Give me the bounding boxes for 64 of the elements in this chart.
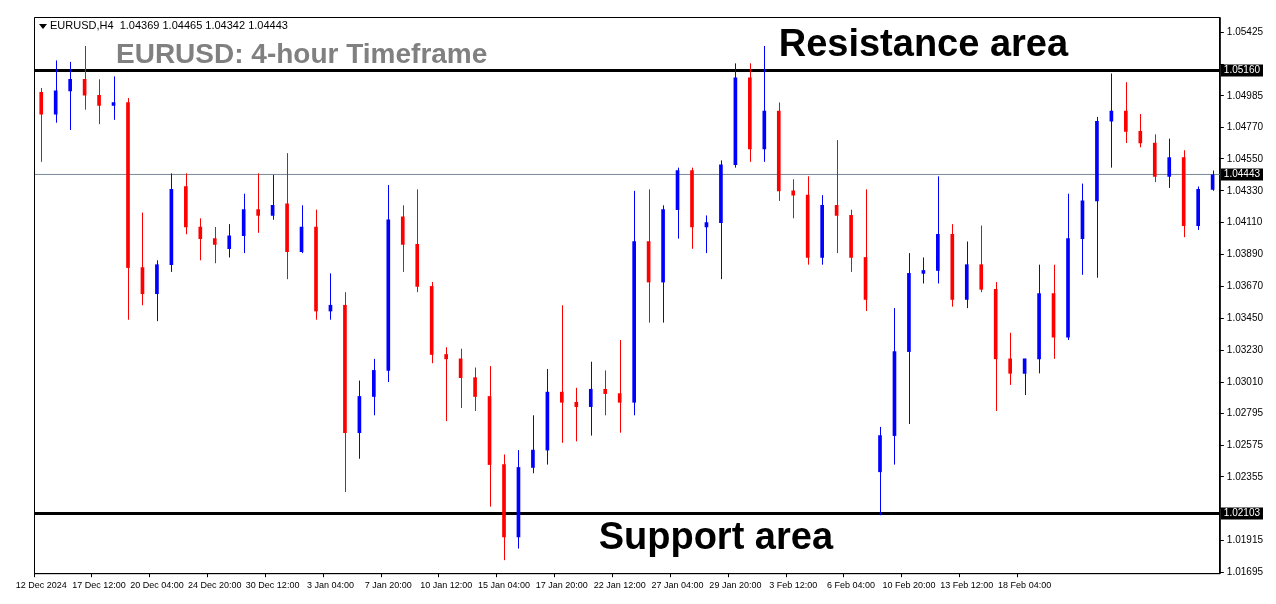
y-tick-label: 1.03670 [1226, 280, 1264, 292]
y-tick-label: 1.04330 [1226, 184, 1264, 196]
y-tick-label: 1.01695 [1226, 566, 1264, 578]
candlestick [617, 339, 622, 434]
x-tick-label: 10 Feb 20:00 [882, 580, 936, 591]
y-tick-label: 1.02355 [1226, 470, 1264, 482]
x-tick-label: 30 Dec 12:00 [245, 580, 300, 591]
x-tick-label: 10 Jan 12:00 [420, 580, 473, 591]
candlestick [111, 75, 116, 121]
x-tick-label: 20 Dec 04:00 [130, 580, 184, 591]
ref-line-label: 1.04443 [1223, 168, 1261, 180]
candlestick [198, 217, 203, 261]
candlestick [1124, 81, 1128, 144]
candlestick [588, 361, 593, 437]
candlestick [531, 414, 535, 474]
candlestick [97, 78, 101, 125]
y-tick-label: 1.04770 [1226, 120, 1264, 132]
y-tick-label: 1.02795 [1226, 406, 1264, 418]
x-tick-label: 6 Feb 04:00 [827, 580, 876, 591]
candlestick [560, 304, 564, 444]
x-tick-label: 12 Dec 2024 [15, 580, 67, 591]
y-tick-label: 1.03230 [1226, 343, 1264, 355]
x-tick-label: 17 Dec 12:00 [72, 580, 126, 591]
y-tick-label: 1.02575 [1226, 438, 1264, 450]
ref-line-label: 1.02103 [1223, 507, 1261, 519]
y-tick-label: 1.01915 [1226, 534, 1264, 546]
x-tick-label: 13 Feb 12:00 [940, 580, 994, 591]
candlestick [53, 59, 58, 124]
annotation: Support area [598, 514, 834, 557]
candlestick [1008, 332, 1012, 386]
y-tick-label: 1.03010 [1226, 375, 1264, 387]
x-tick-label: 29 Jan 20:00 [709, 580, 762, 591]
x-tick-label: 24 Dec 20:00 [188, 580, 242, 591]
x-tick-label: 7 Jan 20:00 [364, 580, 412, 591]
y-tick-label: 1.04110 [1226, 216, 1263, 228]
candlestick [574, 387, 579, 442]
candlestick [1138, 113, 1143, 148]
annotation: Resistance area [778, 22, 1069, 65]
text: EURUSD: 4-hour Timeframe [116, 37, 488, 69]
candlestick [473, 367, 477, 412]
y-tick-label: 1.05425 [1226, 25, 1264, 37]
x-tick-label: 17 Jan 20:00 [535, 580, 588, 591]
candlestick [921, 256, 926, 285]
x-tick-label: 3 Jan 04:00 [306, 580, 354, 591]
y-tick-label: 1.04985 [1226, 89, 1264, 101]
y-tick-label: 1.03890 [1226, 248, 1264, 260]
candlestick [791, 178, 796, 219]
candlestick [1167, 138, 1172, 189]
candlestick [68, 61, 72, 131]
candlestick [256, 172, 260, 234]
x-tick-label: 18 Feb 04:00 [998, 580, 1052, 591]
candlestick [444, 346, 448, 422]
candlestick [212, 226, 217, 264]
candlestick [227, 223, 232, 258]
x-tick-label: 22 Jan 12:00 [593, 580, 646, 591]
candlestick [39, 87, 44, 163]
y-tick-label: 1.04550 [1226, 152, 1264, 164]
x-tick-label: 27 Jan 04:00 [651, 580, 704, 591]
ref-line-label: 1.05160 [1223, 64, 1261, 76]
candlestick [603, 369, 608, 416]
x-tick-label: 3 Feb 12:00 [769, 580, 818, 591]
annotation: EURUSD,H4 1.04369 1.04465 1.04342 1.04443 [50, 19, 288, 32]
y-tick-label: 1.03450 [1226, 312, 1264, 324]
x-tick-label: 15 Jan 04:00 [477, 580, 531, 591]
